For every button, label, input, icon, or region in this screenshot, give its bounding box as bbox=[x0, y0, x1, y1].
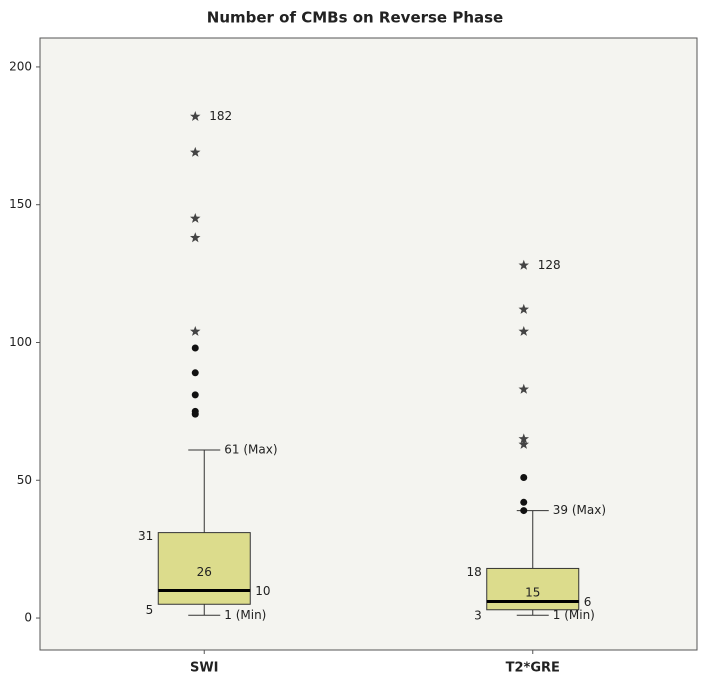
outlier bbox=[191, 410, 199, 418]
y-tick-label: 150 bbox=[9, 197, 32, 211]
median-label: 6 bbox=[584, 595, 592, 609]
chart-title: Number of CMBs on Reverse Phase bbox=[207, 9, 503, 27]
min-label: 1 (Min) bbox=[553, 608, 595, 622]
y-tick-label: 100 bbox=[9, 335, 32, 349]
min-label: 1 (Min) bbox=[224, 608, 266, 622]
extreme bbox=[190, 326, 201, 336]
q1-label: 5 bbox=[146, 603, 154, 617]
x-tick-label: T2*GRE bbox=[506, 661, 560, 676]
outlier bbox=[520, 507, 528, 515]
iqr-label: 15 bbox=[525, 586, 540, 600]
median-label: 10 bbox=[255, 584, 270, 598]
iqr-label: 26 bbox=[197, 565, 212, 579]
box bbox=[157, 532, 251, 605]
outlier bbox=[191, 391, 199, 399]
extreme-label: 128 bbox=[538, 258, 561, 272]
q1-label: 3 bbox=[474, 608, 482, 622]
max-label: 39 (Max) bbox=[553, 503, 606, 517]
y-tick-label: 0 bbox=[24, 611, 32, 625]
extreme bbox=[518, 433, 529, 444]
extreme bbox=[190, 232, 201, 243]
outlier bbox=[520, 474, 528, 482]
y-tick-label: 200 bbox=[9, 59, 32, 73]
extreme bbox=[518, 326, 529, 336]
extreme bbox=[190, 146, 201, 157]
extreme bbox=[518, 383, 529, 394]
q3-label: 31 bbox=[138, 529, 153, 543]
x-tick-label: SWI bbox=[190, 661, 219, 676]
extreme bbox=[190, 111, 201, 121]
extreme-label: 182 bbox=[209, 109, 232, 123]
plot-area bbox=[39, 37, 698, 651]
y-tick-label: 50 bbox=[17, 473, 32, 487]
extreme bbox=[518, 438, 529, 449]
outlier bbox=[191, 344, 199, 352]
max-label: 61 (Max) bbox=[224, 442, 277, 456]
outlier bbox=[520, 498, 528, 506]
extreme bbox=[518, 259, 529, 270]
outlier bbox=[191, 369, 199, 377]
extreme bbox=[190, 213, 201, 223]
extreme bbox=[518, 303, 529, 314]
q3-label: 18 bbox=[466, 565, 481, 579]
